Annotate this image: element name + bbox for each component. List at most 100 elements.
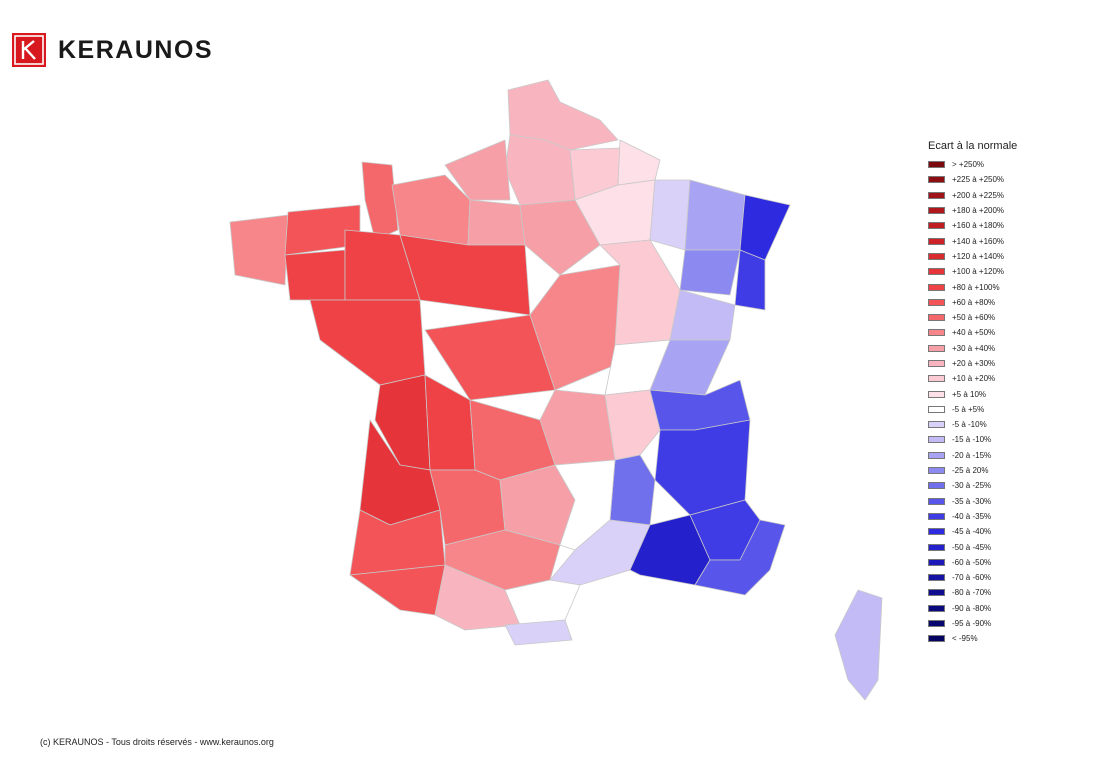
region-haut-rhin [734, 249, 766, 311]
legend-label: +200 à +225% [952, 190, 1005, 200]
legend-swatch [928, 191, 945, 199]
region-manche-normandie-west [361, 161, 399, 241]
legend-label: > +250% [952, 160, 985, 170]
legend-item: +120 à +140% [928, 249, 1017, 264]
legend-item: +100 à +120% [928, 264, 1017, 279]
legend-swatch [928, 344, 945, 352]
legend-swatch [928, 252, 945, 260]
brand-name: KERAUNOS [58, 35, 214, 64]
legend-label: +80 à +100% [952, 282, 1000, 292]
legend-item: +5 à 10% [928, 386, 1017, 401]
legend-label: -40 à -35% [952, 511, 992, 521]
region-moselle-meurthe [684, 179, 746, 251]
legend-swatch [928, 207, 945, 215]
legend-label: -15 à -10% [952, 435, 992, 445]
legend-item: -15 à -10% [928, 432, 1017, 447]
legend-item: > +250% [928, 157, 1017, 172]
legend-item: +60 à +80% [928, 295, 1017, 310]
legend-swatch [928, 329, 945, 337]
legend-label: +50 à +60% [952, 313, 996, 323]
legend-swatch [928, 360, 945, 367]
region-haute-garonne-ariege [434, 564, 521, 631]
legend-label: -5 à -10% [952, 420, 987, 430]
legend-item: +180 à +200% [928, 203, 1017, 218]
legend-label: +140 à +160% [952, 236, 1005, 246]
legend-item: +160 à +180% [928, 218, 1017, 233]
region-eure [467, 199, 526, 246]
region-landes [349, 509, 446, 576]
legend-swatch [928, 512, 945, 520]
copyright-footer: (c) KERAUNOS - Tous droits réservés - ww… [40, 737, 274, 747]
region-ardennes [617, 139, 661, 186]
legend-label: +120 à +140% [952, 251, 1005, 261]
legend-item: +225 à +250% [928, 172, 1017, 187]
legend-swatch [928, 268, 945, 276]
legend-item: +20 à +30% [928, 356, 1017, 371]
region-vosges [679, 249, 741, 296]
region-limousin [469, 399, 556, 481]
legend-label: +225 à +250% [952, 175, 1005, 185]
legend-item: +80 à +100% [928, 279, 1017, 294]
legend-swatch [928, 405, 945, 413]
legend-swatch [928, 528, 945, 536]
legend-label: -20 à -15% [952, 450, 992, 460]
legend-swatch [928, 283, 945, 291]
legend-label: +160 à +180% [952, 221, 1005, 231]
legend-label: +60 à +80% [952, 297, 996, 307]
legend-swatch [928, 497, 945, 505]
legend-swatch [928, 467, 945, 475]
legend-swatch [928, 589, 945, 597]
legend-item: +10 à +20% [928, 371, 1017, 386]
legend-label: < -95% [952, 634, 978, 644]
legend-item: -90 à -80% [928, 601, 1017, 616]
legend-label: -50 à -45% [952, 542, 992, 552]
legend-label: -60 à -50% [952, 557, 992, 567]
legend-item: < -95% [928, 631, 1017, 646]
legend-list: > +250% +225 à +250% +200 à +225% +180 à +2… [928, 157, 1017, 647]
legend-item: -25 à 20% [928, 463, 1017, 478]
region-bas-rhin [739, 194, 791, 261]
legend-item: -40 à -35% [928, 509, 1017, 524]
legend-label: +180 à +200% [952, 206, 1005, 216]
legend-swatch [928, 482, 945, 490]
legend-item: +140 à +160% [928, 233, 1017, 248]
legend-item: -5 à +5% [928, 402, 1017, 417]
region-ardeche [609, 454, 656, 526]
legend-item: -30 à -25% [928, 478, 1017, 493]
legend-item: +50 à +60% [928, 310, 1017, 325]
legend-label: -95 à -90% [952, 619, 992, 629]
legend-item: -35 à -30% [928, 494, 1017, 509]
legend-label: +40 à +50% [952, 328, 996, 338]
region-pyrenees-orientales [504, 619, 573, 646]
region-meuse [649, 179, 691, 251]
region-sarthe-loir [399, 234, 531, 316]
legend-swatch [928, 161, 945, 169]
legend-swatch [928, 176, 945, 184]
region-aude [504, 579, 581, 626]
region-isere-drome [654, 419, 751, 516]
legend-label: +10 à +20% [952, 374, 996, 384]
region-loire-atlantique-vendee [309, 299, 426, 386]
region-calvados-orne [391, 174, 471, 246]
legend-item: -60 à -50% [928, 555, 1017, 570]
legend-item: -50 à -45% [928, 539, 1017, 554]
region-yonne-nievre [529, 264, 621, 391]
region-alpes-maritimes-var [694, 519, 786, 596]
legend-label: +100 à +120% [952, 267, 1005, 277]
legend-item: -45 à -40% [928, 524, 1017, 539]
region-ile-de-france [519, 199, 601, 276]
region-rhone-loire [604, 389, 661, 461]
legend-swatch [928, 298, 945, 306]
legend-item: -5 à -10% [928, 417, 1017, 432]
region-seine-maritime [444, 139, 511, 201]
legend-swatch [928, 635, 945, 643]
legend-item: -70 à -60% [928, 570, 1017, 585]
legend-swatch [928, 574, 945, 582]
legend-swatch [928, 375, 945, 383]
legend-swatch [928, 390, 945, 398]
legend-item: -80 à -70% [928, 585, 1017, 600]
brand-logo: KERAUNOS [12, 32, 213, 68]
legend-swatch [928, 421, 945, 429]
legend-label: -80 à -70% [952, 588, 992, 598]
